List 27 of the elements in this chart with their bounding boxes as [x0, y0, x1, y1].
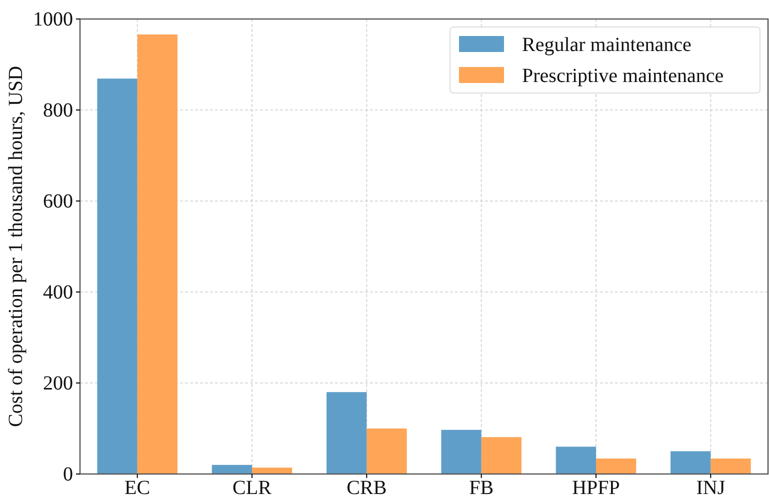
legend-label: Prescriptive maintenance	[522, 65, 724, 87]
bar	[596, 458, 636, 474]
legend-label: Regular maintenance	[522, 34, 692, 56]
bar	[252, 468, 292, 474]
bar	[670, 451, 711, 474]
y-tick-label: 800	[43, 99, 73, 122]
bar	[366, 428, 407, 474]
y-tick-label: 1000	[33, 8, 73, 30]
y-tick-label: 0	[63, 463, 73, 486]
bar	[481, 437, 522, 474]
bar	[97, 78, 138, 474]
x-tick-label: INJ	[696, 477, 726, 496]
bar	[441, 430, 482, 474]
y-tick-label: 400	[43, 281, 73, 304]
y-axis-title: Cost of operation per 1 thousand hours, USD	[5, 66, 27, 428]
bar	[212, 464, 252, 474]
x-tick-label: HPFP	[572, 477, 620, 496]
y-tick-label: 200	[43, 372, 73, 394]
x-tick-label: CRB	[346, 477, 387, 496]
x-tick-label: EC	[124, 477, 150, 496]
y-tick-label: 600	[43, 190, 73, 212]
bar	[556, 446, 596, 474]
bar	[326, 392, 367, 474]
x-tick-label: CLR	[232, 477, 272, 496]
x-tick-label: FB	[469, 477, 494, 496]
bar	[710, 458, 751, 474]
bar	[137, 34, 178, 474]
